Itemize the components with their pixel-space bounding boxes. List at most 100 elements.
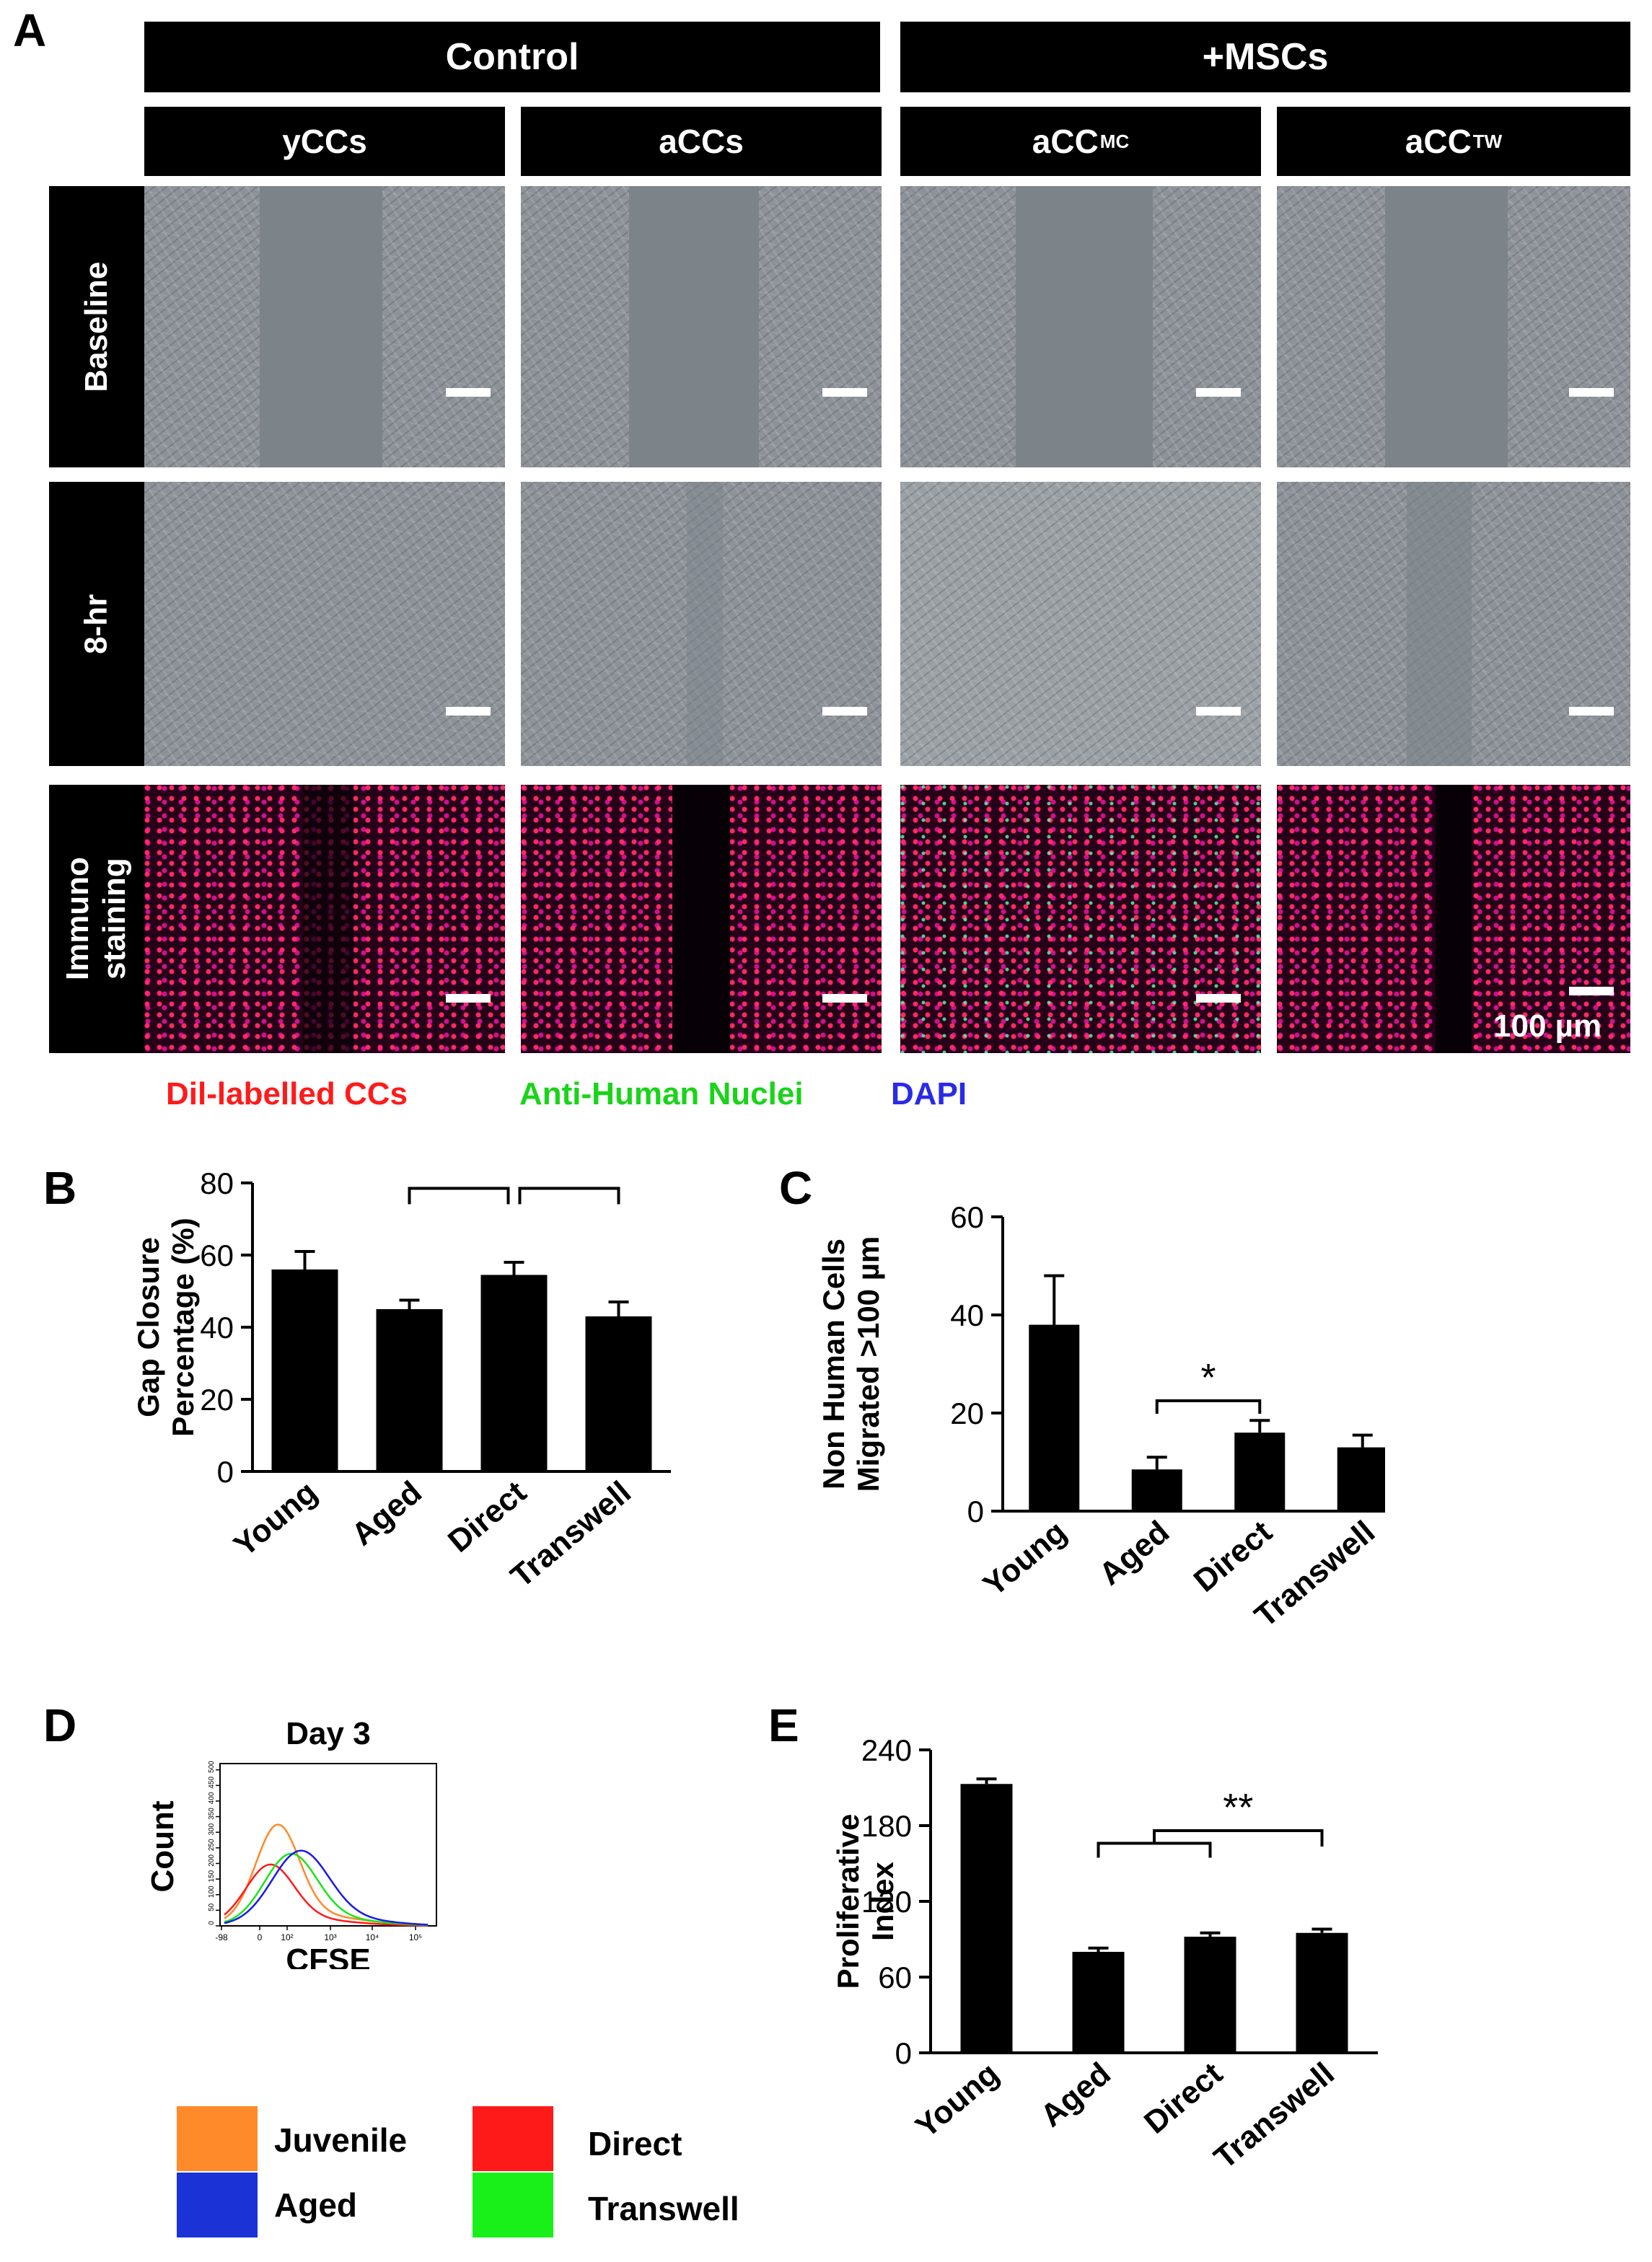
significance-label: * [1200, 1356, 1216, 1399]
micrograph-8hr-accs [521, 482, 882, 766]
x-tick-label-direct: Direct [1187, 1514, 1279, 1599]
y-tick-label: 350 [208, 1808, 216, 1820]
bar-young [1029, 1324, 1080, 1511]
scale-bar [1196, 707, 1241, 716]
micrograph-baseline-accs [521, 186, 882, 467]
y-tick-label: 60 [950, 1200, 984, 1234]
bar-aged [1072, 1952, 1125, 2053]
y-tick-label: 240 [861, 1733, 912, 1767]
significance-label: * [451, 1169, 466, 1187]
panel-label-a: A [13, 4, 47, 56]
scale-bar [822, 388, 867, 397]
bar-transwell [1296, 1932, 1348, 2053]
y-tick-label: 0 [217, 1455, 234, 1489]
y-axis-label: Count [145, 1800, 180, 1892]
y-tick-label: 0 [208, 1921, 216, 1925]
panel-label-d: D [43, 1699, 77, 1751]
legend-label-aged: Aged [274, 2186, 357, 2224]
histogram-line-aged [224, 1849, 429, 1926]
y-tick-label: 450 [208, 1777, 216, 1789]
legend-swatch-transwell [473, 2173, 553, 2237]
fluorescence-yccs [144, 785, 505, 1053]
y-tick-label: 250 [208, 1839, 216, 1851]
row-label-immunostaining: Immuno staining [49, 785, 144, 1053]
histogram-line-direct [224, 1863, 428, 1927]
scale-bar [1569, 388, 1614, 397]
y-tick-label: 300 [208, 1823, 216, 1835]
micrograph-8hr-yccs [144, 482, 505, 766]
y-tick-label: 180 [861, 1809, 912, 1843]
significance-bracket [518, 1187, 620, 1205]
scale-bar [1196, 994, 1241, 1003]
y-axis-label: Non Human Cells [817, 1238, 851, 1489]
x-tick-label: 10² [281, 1932, 293, 1942]
wound-gap [687, 482, 723, 766]
micrograph-baseline-acc-tw [1277, 186, 1630, 467]
x-tick-label: -98 [215, 1932, 228, 1942]
bar-transwell [1337, 1447, 1385, 1511]
y-axis-label: Gap Closure [131, 1237, 165, 1417]
column-header-acc-mc-text: aCC [1032, 123, 1099, 160]
y-tick-label: 60 [878, 1960, 912, 1994]
chart-migrated-cells: 0 20 40 60 Non Human Cells Migrated >100 µm Yo… [817, 1200, 1385, 1634]
column-header-acc-mc: aCC MC [900, 107, 1261, 176]
fluorescence-acc-mc [900, 785, 1261, 1053]
bar-direct [1234, 1433, 1286, 1511]
legend-anti-human-nuclei: Anti-Human Nuclei [519, 1076, 804, 1112]
scale-bar [446, 707, 491, 716]
bar-direct [480, 1275, 548, 1471]
y-axis-label: Migrated >100 µm [851, 1236, 885, 1492]
group-header-control: Control [144, 22, 880, 92]
bar-transwell [585, 1316, 652, 1471]
x-tick-label: 10⁵ [409, 1932, 422, 1942]
wound-gap [629, 186, 759, 467]
row-label-baseline-text: Baseline [78, 261, 114, 392]
legend-dapi: DAPI [891, 1076, 967, 1112]
scale-bar [446, 994, 491, 1003]
bar-direct [1184, 1937, 1236, 2053]
x-tick-label: 10³ [324, 1932, 336, 1942]
plot-frame [219, 1763, 437, 1927]
panel-label-c: C [779, 1162, 813, 1214]
y-tick-label: 40 [950, 1298, 984, 1332]
bar-young [271, 1269, 338, 1471]
y-tick-label: 500 [208, 1761, 216, 1773]
column-header-yccs-text: yCCs [282, 123, 367, 160]
x-tick-label: 10⁴ [366, 1932, 379, 1942]
human-nuclei-signal [900, 785, 1261, 1053]
y-tick-label: 0 [895, 2036, 912, 2070]
micrograph-baseline-yccs [144, 186, 505, 467]
x-tick-label-aged: Aged [1034, 2056, 1117, 2134]
y-tick-label: 400 [208, 1792, 216, 1804]
fluorescence-acc-tw: 100 µm [1277, 785, 1630, 1053]
x-axis-label: CFSE [286, 1942, 370, 1969]
column-header-acc-tw-text: aCC [1405, 123, 1472, 160]
chart-gap-closure: 0 20 40 60 80 Gap Closure Percentage (%) Young A… [131, 1169, 671, 1595]
scale-bar [1569, 987, 1614, 995]
bar-aged [1131, 1469, 1182, 1511]
scale-bar-label: 100 µm [1493, 1008, 1602, 1044]
y-tick-label: 100 [208, 1885, 216, 1898]
wound-gap [1385, 186, 1508, 467]
y-tick-label: 200 [208, 1854, 216, 1867]
significance-bracket [1153, 1829, 1324, 1847]
y-tick-label: 0 [967, 1495, 984, 1528]
significance-bracket [1097, 1841, 1212, 1858]
y-tick-label: 20 [950, 1396, 984, 1430]
y-tick-label: 40 [200, 1311, 234, 1345]
legend-dil-labelled: Dil-labelled CCs [166, 1076, 408, 1112]
scale-bar [822, 707, 867, 716]
scale-bar [822, 994, 867, 1003]
micrograph-baseline-acc-mc [900, 186, 1261, 467]
legend-swatch-aged [177, 2173, 258, 2237]
significance-label: ** [554, 1169, 584, 1187]
wound-gap [672, 785, 730, 1053]
column-header-acc-tw: aCC TW [1277, 107, 1630, 176]
y-tick-label: 150 [208, 1870, 216, 1882]
legend-label-transwell: Transwell [588, 2190, 739, 2227]
wound-gap [303, 785, 353, 1053]
y-axis-label: Proliferative [831, 1814, 865, 1989]
scale-bar [446, 388, 491, 397]
legend-label-juvenile: Juvenile [274, 2121, 408, 2159]
row-label-baseline: Baseline [49, 186, 144, 467]
